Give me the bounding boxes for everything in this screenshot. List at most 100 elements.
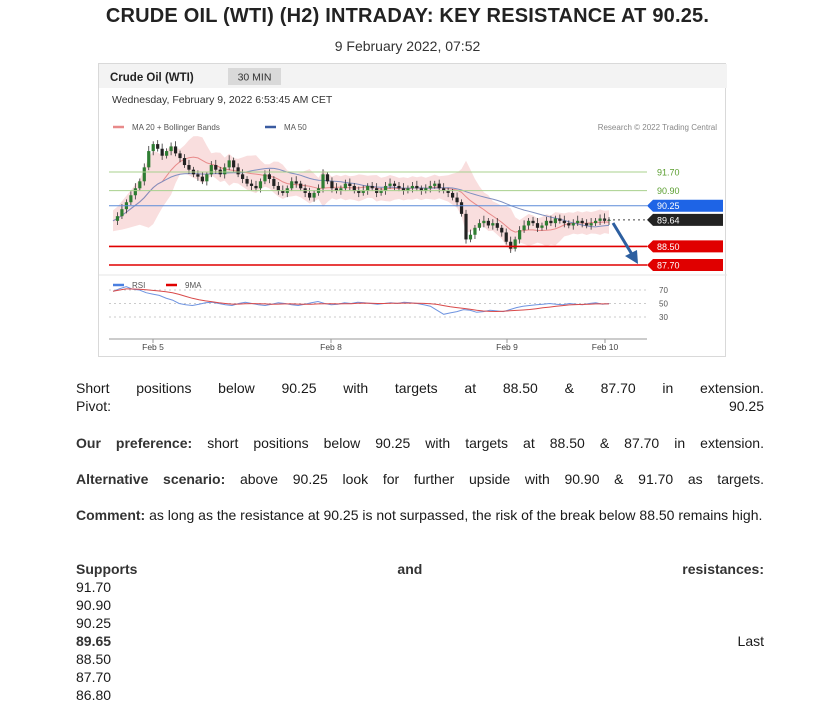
level-lines: 91.70 90.90 90.25 89.64 88.50 87.70 xyxy=(109,168,723,271)
candle-body xyxy=(504,232,508,242)
candle-body xyxy=(388,183,392,186)
candle-body xyxy=(182,158,187,166)
candle-body xyxy=(227,160,231,168)
candle-body xyxy=(392,183,397,186)
candle-body xyxy=(245,178,249,184)
levels-heading-word: resistances: xyxy=(682,561,764,577)
preference-text: short positions below 90.25 with targets… xyxy=(207,435,764,451)
summary-word: positions xyxy=(136,380,192,396)
candle-body xyxy=(549,220,553,224)
candle-body xyxy=(513,239,517,249)
last-price-row: 89.65 Last xyxy=(76,632,764,650)
preference-label: Our preference: xyxy=(76,435,193,451)
candle-body xyxy=(415,185,419,189)
candle-body xyxy=(325,174,330,182)
comment-paragraph: Comment: as long as the resistance at 90… xyxy=(76,506,764,524)
pivot-line: Pivot: 90.25 xyxy=(76,397,764,415)
level-tag-label: 91.70 xyxy=(657,168,680,178)
candle-body xyxy=(281,190,285,193)
candle-body xyxy=(410,185,414,189)
candle-body xyxy=(120,209,124,217)
rsi-level-label: 70 xyxy=(659,286,668,295)
last-price-label: Last xyxy=(737,633,764,649)
summary-word: targets xyxy=(394,380,438,396)
candle-body xyxy=(173,146,178,154)
candle-body xyxy=(308,192,312,198)
level-tag-label: 87.70 xyxy=(657,261,680,271)
candle-body xyxy=(571,223,575,226)
comment-label: Comment: xyxy=(76,507,146,523)
candle-body xyxy=(500,227,504,233)
candle-body xyxy=(406,188,410,191)
candle-body xyxy=(576,220,580,224)
x-tick-label: Feb 8 xyxy=(320,342,342,352)
summary-word: & xyxy=(564,380,574,396)
candle-body xyxy=(115,216,120,221)
chart-header-bar xyxy=(99,64,727,88)
candle-body xyxy=(361,190,365,193)
candle-body xyxy=(178,153,182,159)
levels-heading-word: Supports xyxy=(76,561,138,577)
candle-body xyxy=(160,148,164,156)
candle-body xyxy=(451,192,455,198)
summary-word: 88.50 xyxy=(502,380,538,396)
ma9-legend-label: 9MA xyxy=(185,281,202,290)
summary-word: in xyxy=(662,380,674,396)
alternative-paragraph: Alternative scenario: above 90.25 look f… xyxy=(76,470,764,488)
bollinger-band xyxy=(113,136,609,252)
candle-body xyxy=(455,197,459,203)
level-tag-label: 88.50 xyxy=(657,242,680,252)
ma50-legend-label: MA 50 xyxy=(284,123,307,132)
candle-body xyxy=(482,220,486,224)
last-price-value: 89.65 xyxy=(76,633,112,649)
candle-body xyxy=(330,181,334,189)
candle-body xyxy=(495,223,499,228)
summary-word: 87.70 xyxy=(600,380,636,396)
candle-body xyxy=(258,181,263,189)
candle-body xyxy=(156,144,160,149)
price-chart: Crude Oil (WTI) 30 MIN Wednesday, Februa… xyxy=(98,63,727,357)
candle-body xyxy=(236,167,240,175)
rsi-panel: 70 50 30 xyxy=(109,286,668,322)
candle-body xyxy=(379,190,383,193)
candle-body xyxy=(165,151,169,156)
candle-body xyxy=(343,183,347,189)
summary-paragraph: Short positions below 90.25 with targets at 88.… xyxy=(76,379,764,415)
summary-line: Short positions below 90.25 with targets at 88.… xyxy=(76,379,764,397)
levels-heading-word: and xyxy=(397,561,423,577)
candle-body xyxy=(464,213,468,240)
timeframe-badge[interactable] xyxy=(228,68,281,85)
candle-body xyxy=(468,234,473,240)
instrument-label: Crude Oil (WTI) xyxy=(110,72,194,84)
level-item: 90.90 xyxy=(76,597,112,613)
candle-body xyxy=(223,167,227,175)
candle-body xyxy=(276,185,280,191)
candle-body xyxy=(424,188,428,191)
rsi-line xyxy=(112,286,610,315)
level-tag xyxy=(647,213,723,226)
candle-body xyxy=(142,167,146,182)
summary-word: extension. xyxy=(700,380,764,396)
candle-body xyxy=(339,188,343,191)
pivot-value: 90.25 xyxy=(728,398,764,414)
candle-body xyxy=(522,225,526,231)
candle-body xyxy=(518,230,522,240)
candle-body xyxy=(437,183,441,189)
candle-body xyxy=(151,144,155,152)
candle-body xyxy=(589,223,593,226)
candle-body xyxy=(209,165,213,175)
level-tag xyxy=(647,259,723,271)
alternative-label: Alternative scenario: xyxy=(76,471,226,487)
level-item: 90.25 xyxy=(76,615,112,631)
ma50-line xyxy=(112,167,610,228)
candle-body xyxy=(428,185,432,189)
ma20-legend-label: MA 20 + Bollinger Bands xyxy=(132,123,220,132)
candle-body xyxy=(401,188,406,191)
candle-body xyxy=(526,220,531,226)
candle-body xyxy=(138,181,142,189)
level-tag-label: 89.64 xyxy=(657,215,680,225)
summary-word: at xyxy=(464,380,477,396)
ma20-line xyxy=(112,156,610,233)
candle-body xyxy=(383,185,388,191)
candle-body xyxy=(562,220,566,224)
